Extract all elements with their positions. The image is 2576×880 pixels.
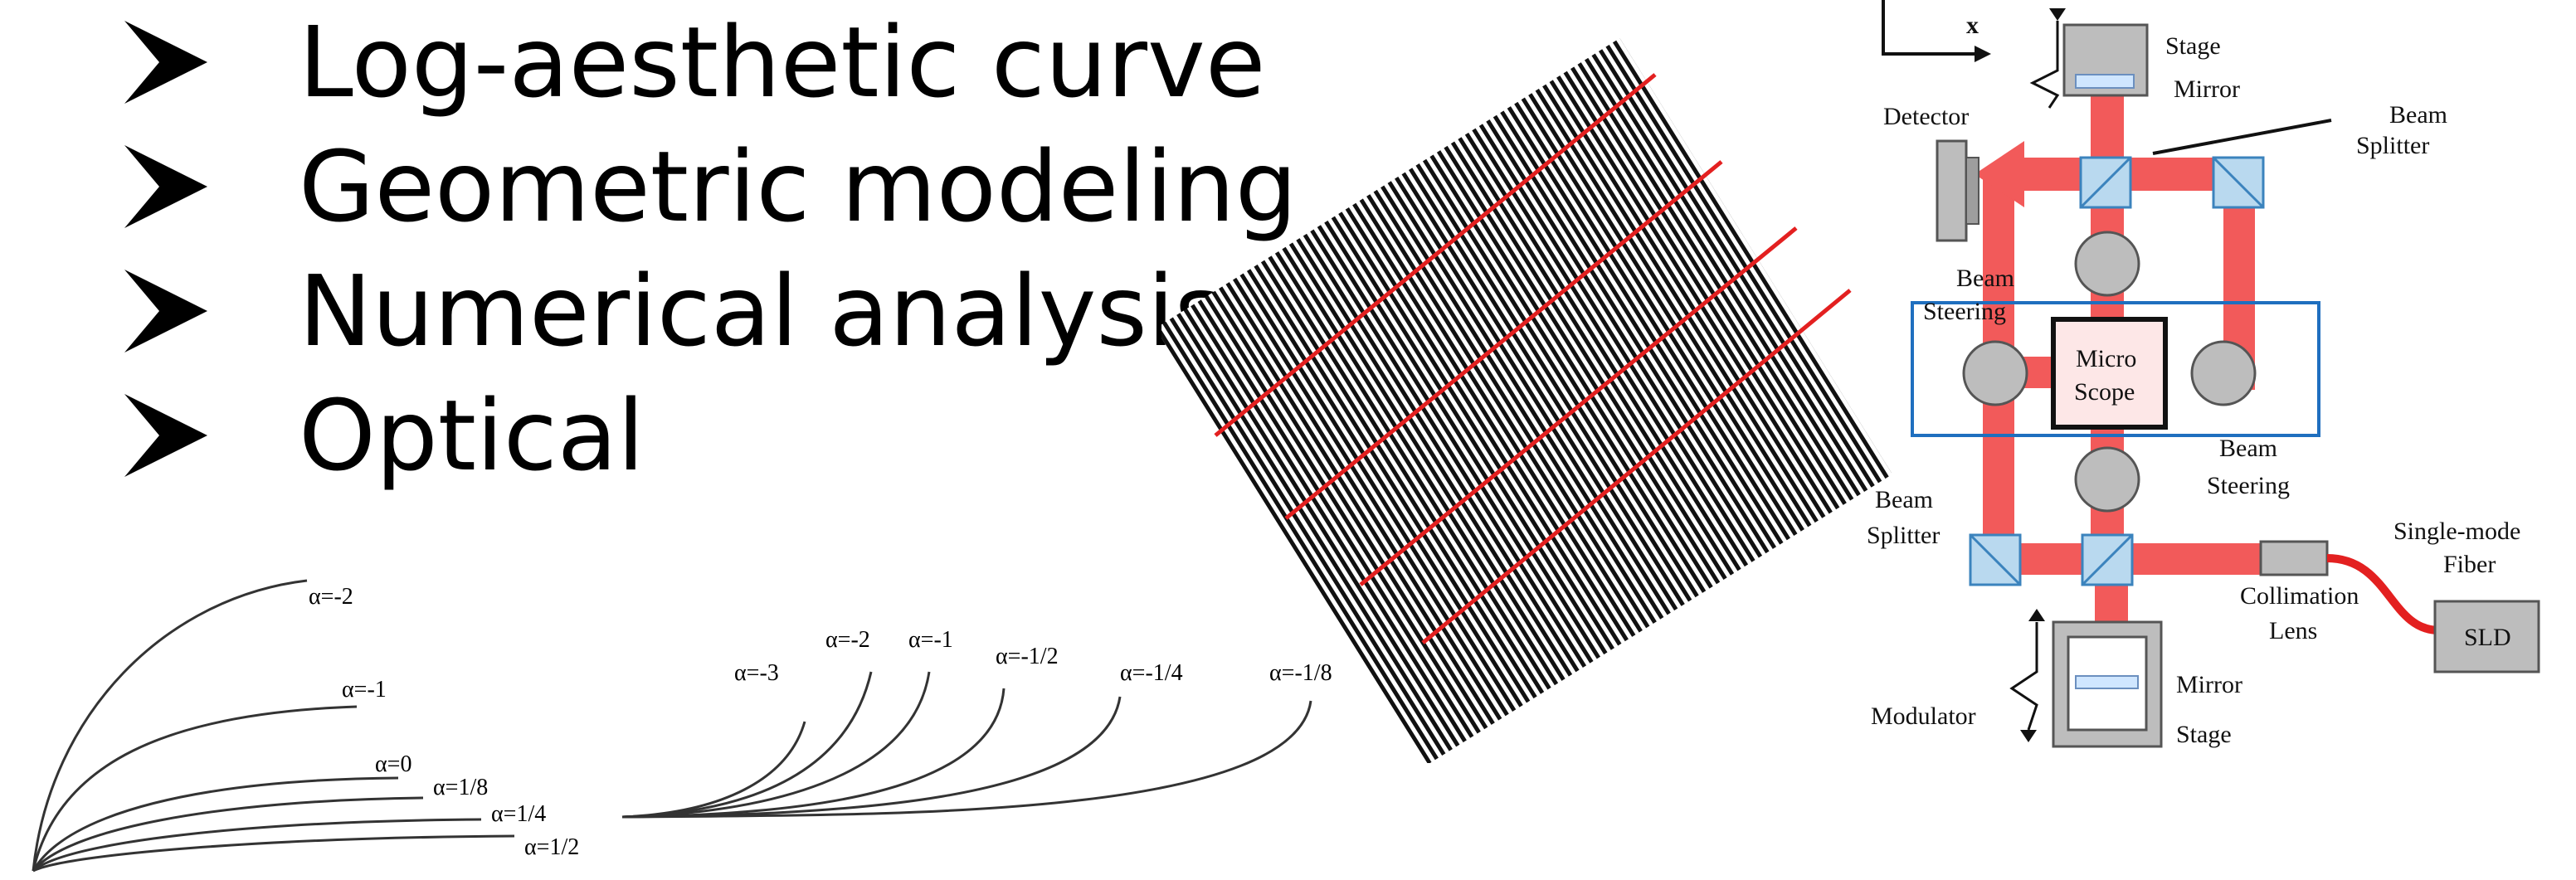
label-single-mode-1: Single-mode [2393, 518, 2520, 545]
beam-steering-right [2190, 340, 2257, 406]
label-mirror-top: Mirror [2174, 75, 2240, 103]
curve-alpha-1-4 [32, 818, 482, 873]
label-single-mode-2: Fiber [2443, 551, 2496, 578]
collimation-lens [2259, 540, 2329, 576]
grating-pattern-figure [1161, 38, 1892, 763]
arrow-down-icon [2020, 730, 2037, 742]
label-beam-splitter-left-2: Splitter [1867, 522, 1940, 549]
label-scope: Scope [2074, 378, 2135, 406]
label-mirror-bottom: Mirror [2176, 671, 2242, 698]
curve-label: α=-2 [825, 627, 870, 653]
axis-lines [1882, 0, 1975, 56]
piezo-top-icon [2029, 21, 2060, 109]
curve-alpha-neg2 [32, 579, 308, 872]
detector-head [1965, 157, 1979, 225]
axis-arrow-icon [1975, 46, 1991, 62]
label-sld: SLD [2464, 624, 2511, 651]
curve-label: α=-1/2 [996, 644, 1059, 669]
curve-label: α=-3 [734, 660, 779, 686]
label-collimation-1: Collimation [2240, 582, 2359, 610]
label-beam-steering-right-1: Beam [2219, 435, 2277, 462]
optical-setup-diagram: x Stage Mirror Detector Beam Splitt [1867, 0, 2540, 748]
bullet-text: Geometric modeling [299, 129, 1298, 244]
piezo-bottom-icon [2009, 622, 2038, 731]
microscope-box [2051, 317, 2168, 430]
arrow-down-icon [2028, 609, 2045, 621]
sld-source [2433, 600, 2540, 673]
bullet-text: Optical [299, 378, 645, 493]
label-modulator: Modulator [1871, 703, 1976, 730]
curve-label: α=0 [375, 751, 411, 777]
bullet-text: Log-aesthetic curve [299, 5, 1266, 119]
beam-steering-top [2074, 231, 2140, 297]
microscope-region-box [1911, 301, 2320, 437]
label-detector: Detector [1883, 103, 1969, 130]
red-line [1284, 160, 1723, 520]
label-beam-steering-left-2: Steering [1923, 298, 2006, 325]
mirror-bottom [2075, 675, 2139, 689]
curve-alpha-neg1 [621, 671, 931, 819]
label-beam-splitter-top-1: Beam [2389, 101, 2447, 129]
beam-steering-bottom [2074, 446, 2140, 513]
bullet-text: Numerical analysis [299, 254, 1226, 368]
bullet-item: Log-aesthetic curve [124, 0, 1265, 124]
arrowhead-bullet-icon [124, 270, 207, 352]
label-beam-steering-right-2: Steering [2207, 472, 2290, 499]
bullet-item: Numerical analysis [124, 249, 1225, 373]
label-stage-bottom: Stage [2176, 721, 2232, 748]
single-mode-fiber [2326, 554, 2440, 634]
beam-steering-left [1962, 340, 2028, 406]
curve-alpha-1-8 [32, 796, 424, 872]
axis-x-label: x [1966, 12, 1979, 39]
curve-alpha-neg1-8 [621, 700, 1312, 819]
arrow-up-icon [2049, 8, 2066, 21]
curve-label: α=-1 [342, 677, 387, 703]
curve-alpha-0 [32, 776, 399, 872]
splitter-diagonal [2079, 156, 2132, 209]
red-line [1359, 226, 1798, 586]
label-beam-splitter-top-2: Splitter [2356, 132, 2429, 159]
label-collimation-2: Lens [2269, 617, 2317, 644]
detector-body [1936, 139, 1968, 242]
curve-label: α=1/4 [491, 801, 546, 827]
curve-label: α=1/8 [433, 775, 488, 800]
log-aesthetic-curves-left: α=-2 α=-1 α=0 α=1/8 α=1/4 α=1/2 [32, 579, 579, 873]
beam-arrow-detector-icon [1975, 141, 2024, 207]
curve-alpha-neg2 [621, 671, 873, 819]
log-aesthetic-curves-right: α=-3 α=-2 α=-1 α=-1/2 α=-1/4 α=-1/8 [621, 627, 1332, 819]
striped-square [1161, 38, 1892, 763]
curve-label: α=-2 [309, 584, 353, 610]
curve-label: α=-1 [908, 627, 953, 653]
pointer-line [2152, 119, 2332, 155]
bullet-item: Geometric modeling [124, 124, 1298, 249]
label-beam-splitter-left-1: Beam [1875, 486, 1933, 513]
splitter-diagonal [1969, 533, 2022, 586]
curve-label: α=1/2 [524, 834, 579, 860]
splitter-diagonal [2081, 533, 2134, 586]
mirror-top [2075, 74, 2135, 89]
arrowhead-bullet-icon [124, 21, 207, 104]
label-beam-steering-left-1: Beam [1956, 265, 2014, 292]
curve-alpha-neg3 [621, 721, 806, 819]
red-line [1214, 73, 1657, 437]
red-line [1421, 289, 1852, 644]
bullet-list: Log-aesthetic curve Geometric modeling N… [0, 0, 1298, 498]
arrowhead-bullet-icon [124, 145, 207, 228]
bullet-item: Optical [124, 373, 645, 498]
curve-label: α=-1/4 [1120, 660, 1183, 686]
label-stage-top: Stage [2165, 32, 2221, 60]
curve-label: α=-1/8 [1269, 660, 1332, 686]
arrowhead-bullet-icon [124, 394, 207, 477]
curve-alpha-neg1-2 [621, 688, 1006, 819]
curve-alpha-neg1 [32, 705, 358, 872]
curve-alpha-1-2 [32, 834, 515, 873]
label-micro: Micro [2076, 345, 2136, 372]
splitter-diagonal [2212, 156, 2265, 209]
